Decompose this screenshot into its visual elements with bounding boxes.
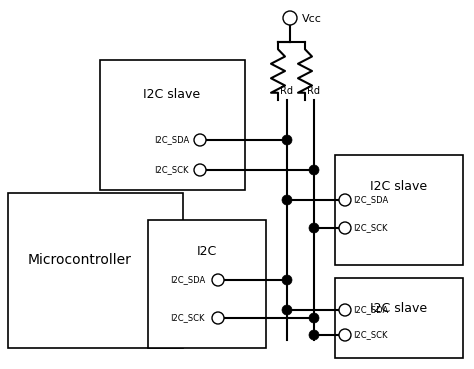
- Bar: [335, 278, 463, 358]
- Circle shape: [309, 223, 319, 233]
- Circle shape: [309, 330, 319, 340]
- Text: I2C slave: I2C slave: [144, 88, 201, 101]
- Circle shape: [212, 274, 224, 286]
- Text: I2C_SCK: I2C_SCK: [171, 314, 205, 323]
- Text: I2C_SDA: I2C_SDA: [353, 196, 388, 204]
- Circle shape: [339, 194, 351, 206]
- Text: Rd: Rd: [307, 86, 320, 96]
- Bar: [100, 60, 245, 190]
- Bar: [148, 220, 266, 348]
- Text: Microcontroller: Microcontroller: [28, 253, 132, 267]
- Text: I2C_SDA: I2C_SDA: [154, 135, 189, 145]
- Circle shape: [282, 305, 292, 315]
- Text: I2C slave: I2C slave: [371, 180, 428, 193]
- Text: I2C_SCK: I2C_SCK: [353, 224, 388, 232]
- Circle shape: [339, 222, 351, 234]
- Circle shape: [194, 164, 206, 176]
- Circle shape: [309, 165, 319, 175]
- Text: I2C_SDA: I2C_SDA: [353, 306, 388, 314]
- Circle shape: [283, 11, 297, 25]
- Circle shape: [339, 304, 351, 316]
- Circle shape: [309, 313, 319, 323]
- Text: I2C slave: I2C slave: [371, 302, 428, 315]
- Circle shape: [339, 329, 351, 341]
- Circle shape: [282, 195, 292, 205]
- Text: I2C_SDA: I2C_SDA: [170, 276, 205, 284]
- Text: I2C_SCK: I2C_SCK: [353, 331, 388, 339]
- Circle shape: [282, 275, 292, 285]
- Text: Rd: Rd: [280, 86, 293, 96]
- Bar: [335, 155, 463, 265]
- Text: I2C_SCK: I2C_SCK: [155, 166, 189, 175]
- Circle shape: [282, 135, 292, 145]
- Circle shape: [212, 312, 224, 324]
- Circle shape: [194, 134, 206, 146]
- Bar: [8, 193, 183, 348]
- Text: Vcc: Vcc: [302, 14, 322, 24]
- Text: I2C: I2C: [197, 245, 217, 258]
